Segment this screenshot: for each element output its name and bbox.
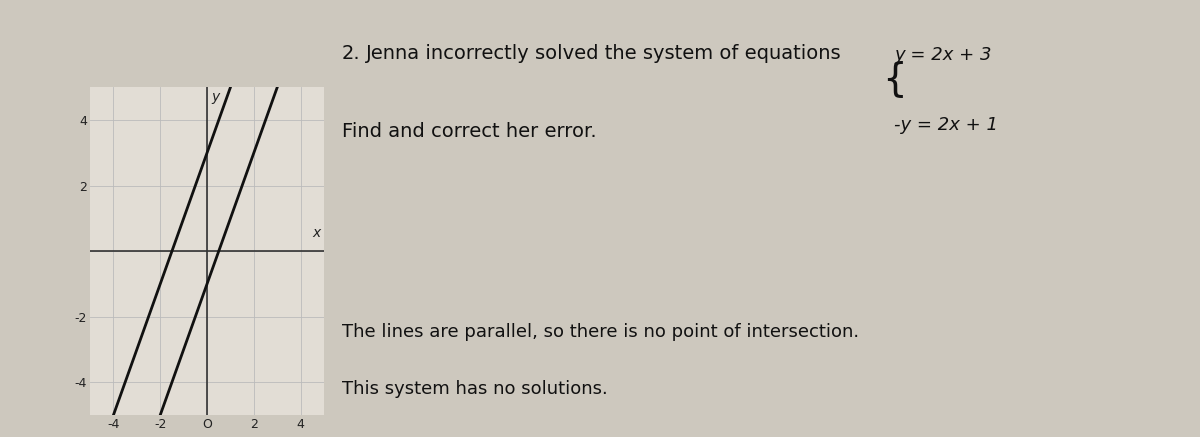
Text: {: {	[882, 60, 907, 97]
Text: y = 2x + 3: y = 2x + 3	[894, 46, 991, 64]
Text: 2.: 2.	[342, 44, 361, 62]
Text: Jenna incorrectly solved the system of equations: Jenna incorrectly solved the system of e…	[366, 44, 841, 62]
Text: The lines are parallel, so there is no point of intersection.: The lines are parallel, so there is no p…	[342, 323, 859, 341]
Text: Find and correct her error.: Find and correct her error.	[342, 122, 596, 141]
Text: x: x	[313, 226, 322, 240]
Text: This system has no solutions.: This system has no solutions.	[342, 380, 607, 398]
Text: y: y	[211, 90, 220, 104]
Text: -y = 2x + 1: -y = 2x + 1	[894, 116, 998, 134]
